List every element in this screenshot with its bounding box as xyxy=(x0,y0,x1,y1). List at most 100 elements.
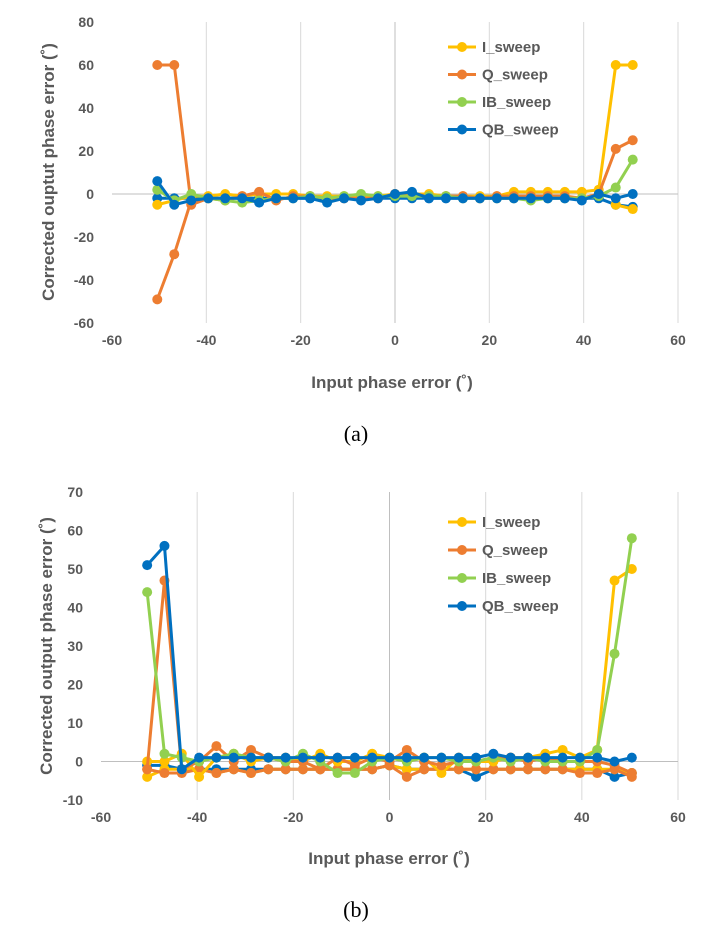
chart-b-legend: I_sweep Q_sweep IB_sweep QB_sweep xyxy=(448,514,559,615)
x-tick-label: -20 xyxy=(283,809,303,825)
Q_sweep-point xyxy=(574,768,585,779)
Q_sweep-point xyxy=(367,764,378,775)
QB_sweep-point xyxy=(491,193,502,204)
Q_sweep-point xyxy=(169,60,180,70)
y-tick-label: 20 xyxy=(67,677,83,693)
I_sweep-point xyxy=(626,564,637,574)
legend-swatch-marker xyxy=(457,124,467,135)
chart-b-caption: (b) xyxy=(343,897,369,922)
x-tick-label: 40 xyxy=(576,332,592,348)
IB_sweep-point xyxy=(142,587,153,598)
IB_sweep-point xyxy=(609,648,620,659)
y-tick-label: 40 xyxy=(78,100,94,116)
IB_sweep-point xyxy=(159,748,170,759)
QB_sweep-point xyxy=(297,752,308,763)
legend-label: I_sweep xyxy=(482,39,540,56)
x-tick-label: 0 xyxy=(386,809,394,825)
chart-b-y-axis-title: Corrected output phase error (˚) xyxy=(37,517,56,775)
chart-a-y-ticks: -60 -40 -20 0 20 40 60 80 xyxy=(74,14,94,331)
Q_sweep-point xyxy=(315,764,326,775)
QB_sweep-point xyxy=(254,197,265,208)
IB_sweep-point xyxy=(332,768,343,779)
chart-a-series xyxy=(152,60,638,305)
QB_sweep-point xyxy=(576,195,587,206)
QB_sweep-point xyxy=(488,748,499,759)
I_sweep-point xyxy=(194,771,205,782)
legend-swatch-marker xyxy=(457,601,467,611)
y-tick-label: -40 xyxy=(74,272,94,288)
QB_sweep-point xyxy=(305,193,316,204)
QB_sweep-point xyxy=(474,193,485,204)
x-tick-label: 0 xyxy=(391,332,399,348)
QB_sweep-point xyxy=(525,193,536,204)
legend-label: IB_sweep xyxy=(482,570,551,587)
Q_sweep-point xyxy=(626,768,637,779)
QB_sweep-point xyxy=(152,176,163,187)
IB_sweep-point xyxy=(592,744,603,755)
Q_sweep-point xyxy=(471,764,482,775)
x-tick-label: -40 xyxy=(196,332,216,348)
legend-swatch-marker xyxy=(457,545,467,555)
QB_sweep-point xyxy=(288,193,299,204)
legend-swatch-marker xyxy=(457,573,467,583)
IB_sweep-point xyxy=(349,768,360,779)
QB_sweep-point xyxy=(322,197,333,208)
x-tick-label: 20 xyxy=(482,332,498,348)
y-tick-label: -10 xyxy=(63,792,83,808)
legend-label: QB_sweep xyxy=(482,122,559,139)
x-tick-label: -40 xyxy=(187,809,207,825)
QB_sweep-point xyxy=(522,752,533,763)
QB_sweep-point xyxy=(176,764,187,775)
chart-b: -60 -40 -20 0 20 40 60 -10 0 10 20 30 40 50 60 70 I_sw… xyxy=(37,484,686,922)
QB_sweep-point xyxy=(401,752,412,763)
y-tick-label: 10 xyxy=(67,715,83,731)
chart-a-y-axis-title: Corrected ouptut phase error (˚) xyxy=(39,43,58,301)
QB_sweep-point xyxy=(540,752,551,763)
QB_sweep-point xyxy=(593,189,604,199)
QB_sweep-point xyxy=(508,193,519,204)
IB_sweep-point xyxy=(152,184,163,195)
QB_sweep-point xyxy=(349,752,360,763)
Q_sweep-point xyxy=(152,60,163,70)
QB_sweep-point xyxy=(627,189,638,199)
I_sweep-point xyxy=(627,204,638,215)
y-tick-label: 60 xyxy=(67,523,83,539)
Q_sweep-point xyxy=(169,249,180,260)
y-tick-label: 70 xyxy=(67,484,83,500)
QB_sweep-point xyxy=(367,752,378,763)
QB_sweep-point xyxy=(280,752,291,763)
chart-a-x-axis-title: Input phase error (˚) xyxy=(311,373,473,392)
QB_sweep-point xyxy=(557,752,568,763)
QB_sweep-point xyxy=(315,752,326,763)
chart-b-x-axis-title: Input phase error (˚) xyxy=(308,849,470,868)
Q_sweep-point xyxy=(152,294,163,305)
legend-swatch-marker xyxy=(457,69,467,80)
QB_sweep-point xyxy=(169,199,180,210)
Q_sweep-point xyxy=(349,760,360,771)
Q_sweep-point xyxy=(540,764,551,775)
y-tick-label: 30 xyxy=(67,638,83,654)
chart-a-caption: (a) xyxy=(344,421,368,446)
Q_sweep-point xyxy=(627,135,638,146)
Q_sweep-point xyxy=(436,760,447,771)
I_sweep-point xyxy=(610,60,621,70)
Q_sweep-point xyxy=(401,744,412,755)
QB_sweep-point xyxy=(356,195,367,206)
Q_sweep-point xyxy=(246,744,257,755)
I_sweep-point xyxy=(142,771,153,782)
I_sweep-point xyxy=(557,744,568,755)
QB_sweep-point xyxy=(453,752,464,763)
x-tick-label: 60 xyxy=(670,809,686,825)
Q_sweep-point xyxy=(228,764,239,775)
QB_sweep-point xyxy=(263,752,274,763)
Q_sweep-point xyxy=(488,764,499,775)
I_sweep-point xyxy=(436,768,447,779)
QB_sweep-point xyxy=(592,752,603,763)
Q_sweep-point xyxy=(297,764,308,775)
QB_sweep-point xyxy=(373,193,384,204)
QB_sweep-point xyxy=(457,193,468,204)
QB_sweep-point xyxy=(203,193,214,204)
y-tick-label: 80 xyxy=(78,14,94,30)
Q_sweep-point xyxy=(246,768,257,779)
I_sweep-point xyxy=(401,764,412,775)
